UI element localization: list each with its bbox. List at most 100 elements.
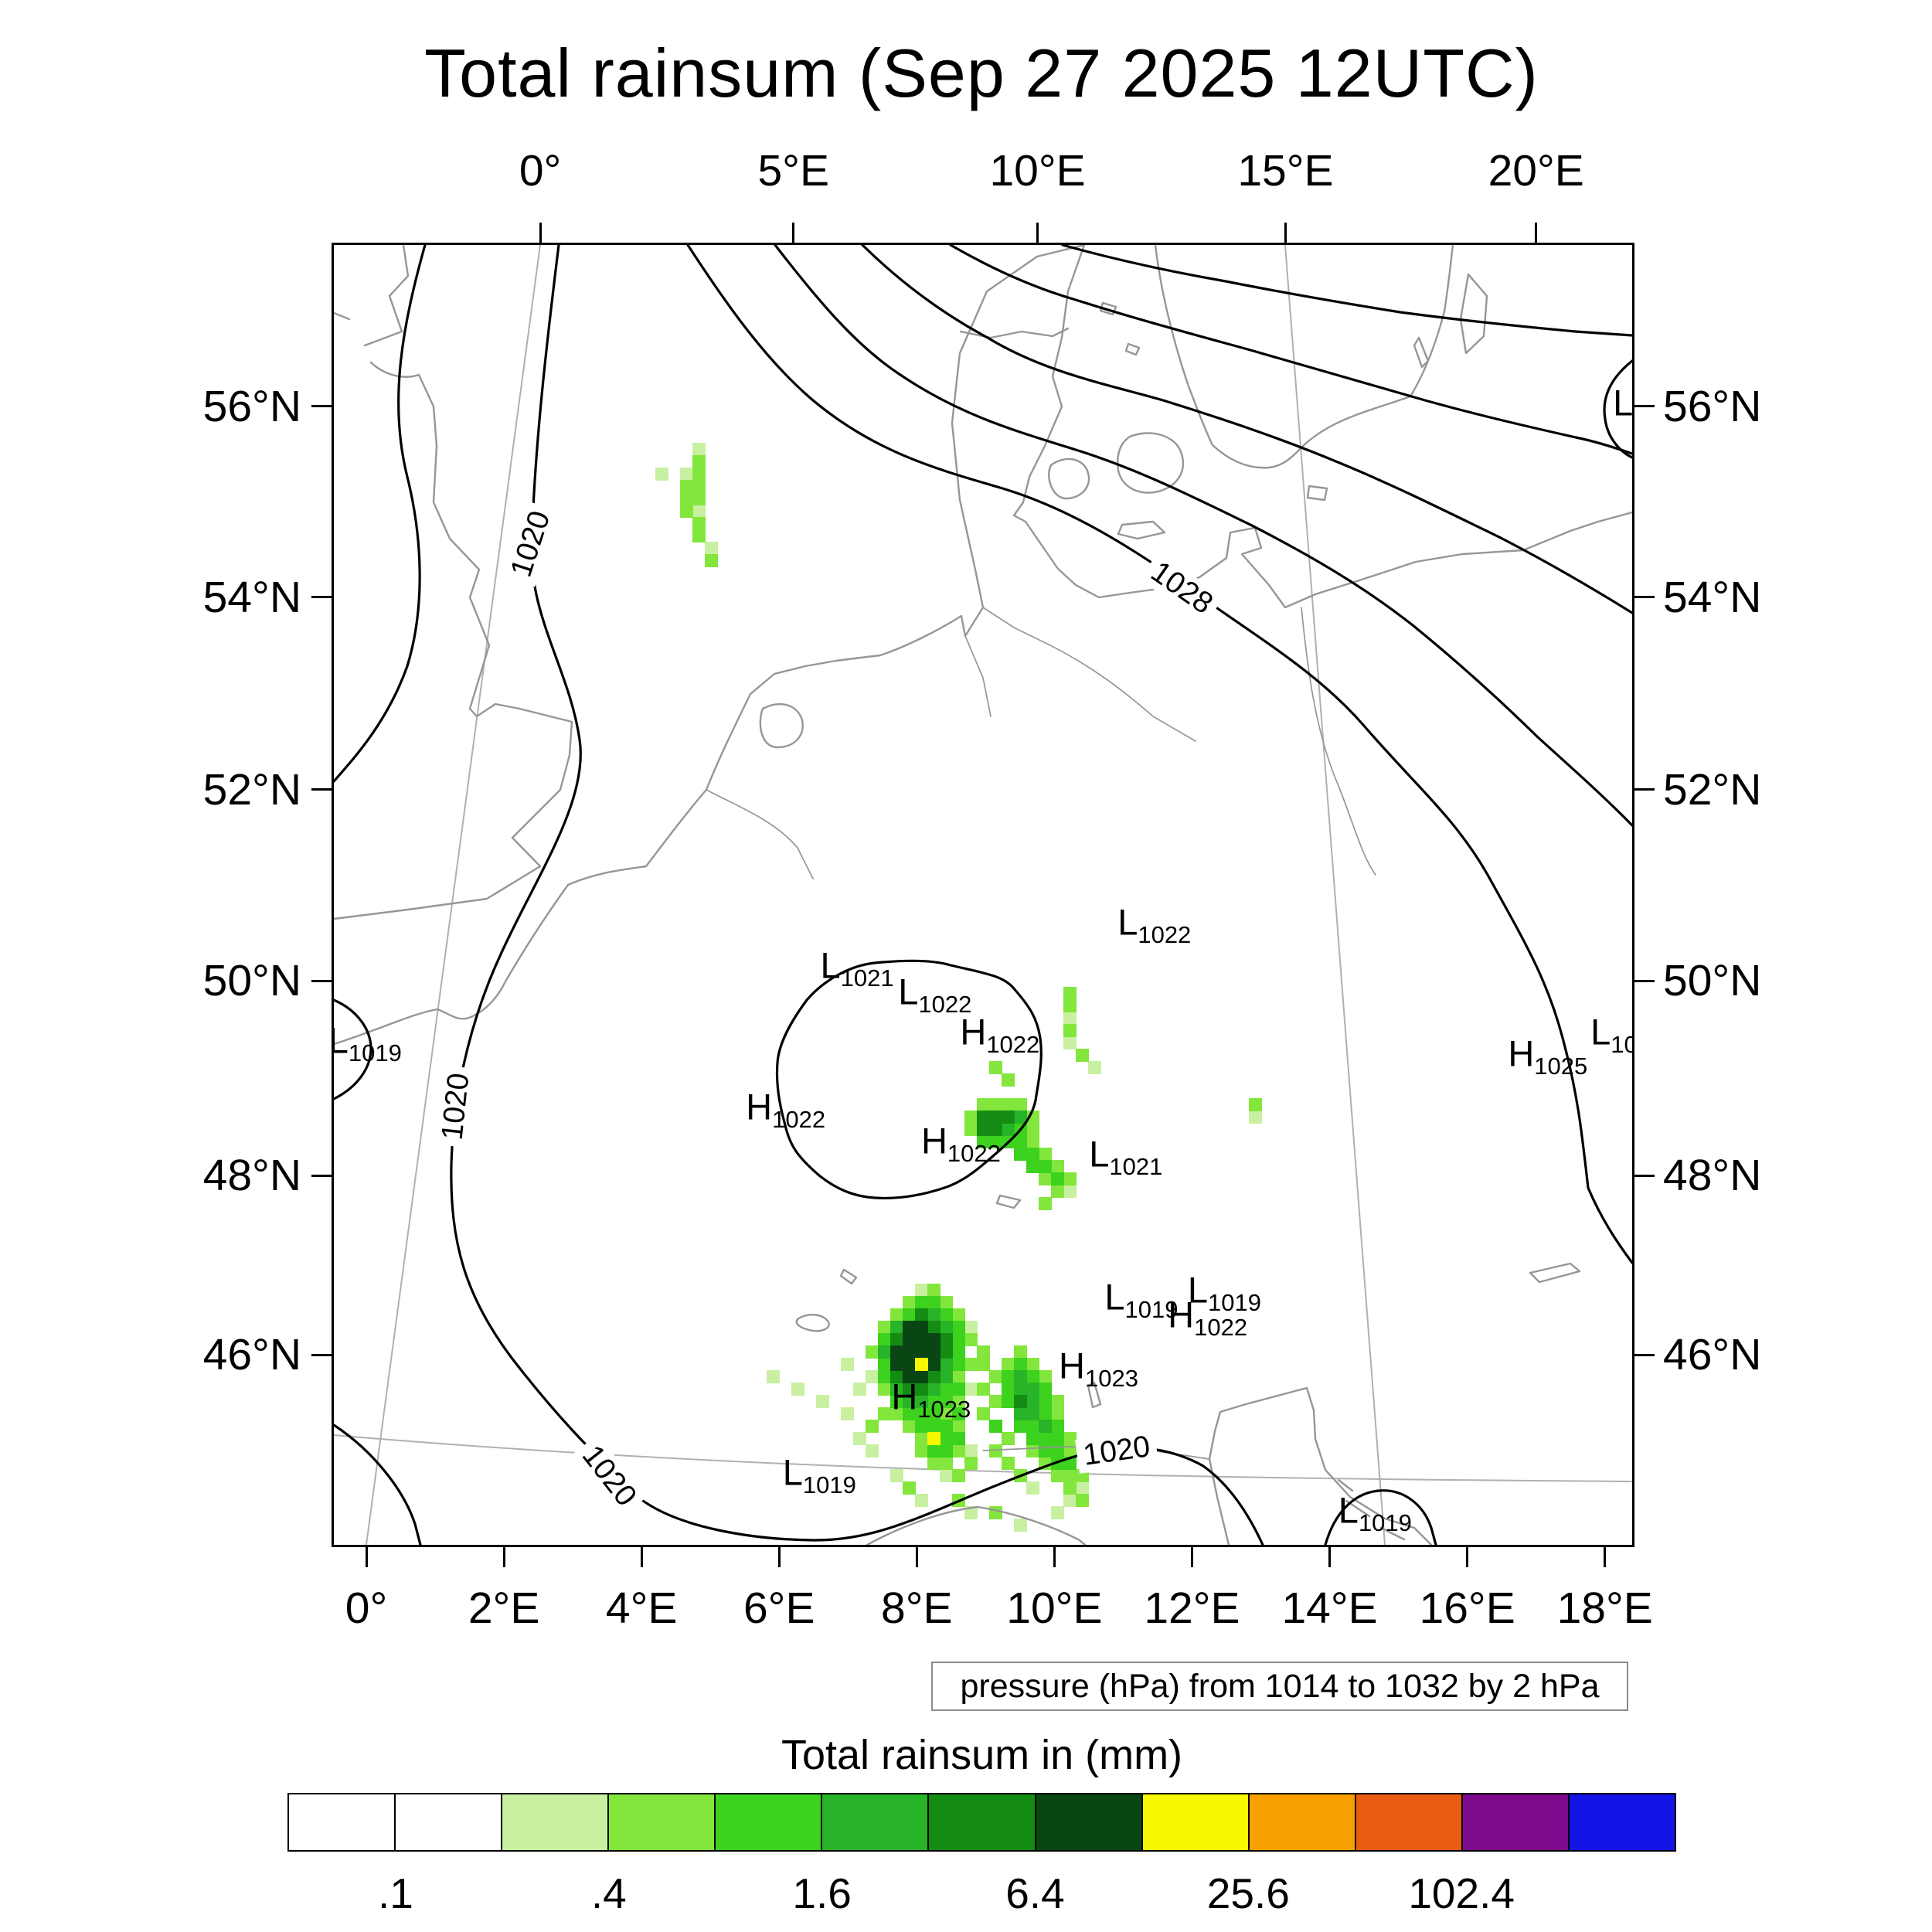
tick-mark-bottom xyxy=(1466,1547,1469,1567)
graticule-gridlines xyxy=(334,245,1632,1545)
coast-britain xyxy=(334,373,573,920)
rain-cell xyxy=(1063,1185,1077,1198)
rain-cell xyxy=(952,1345,965,1359)
rain-cell xyxy=(915,1432,928,1445)
rain-cell xyxy=(1088,1061,1101,1074)
rain-cell xyxy=(890,1395,903,1408)
rain-cell xyxy=(1026,1148,1039,1161)
rain-cell xyxy=(903,1321,916,1334)
river-weser xyxy=(964,635,992,717)
rain-cell xyxy=(927,1383,940,1396)
rain-cell xyxy=(989,1123,1002,1136)
rain-cell xyxy=(1026,1395,1039,1408)
rain-cell xyxy=(1051,1172,1064,1185)
tick-mark-right xyxy=(1634,979,1655,982)
rain-cell xyxy=(1002,1383,1015,1396)
rain-cell xyxy=(977,1358,990,1371)
rain-cell xyxy=(903,1308,916,1321)
rain-cell xyxy=(1026,1123,1039,1136)
rain-cell xyxy=(915,1358,928,1371)
contour-label: 1020 xyxy=(1075,1428,1158,1474)
rain-cell xyxy=(915,1420,928,1433)
rain-cell xyxy=(680,505,693,518)
rain-cell xyxy=(903,1395,916,1408)
lon-tick-label-bottom: 16°E xyxy=(1419,1583,1515,1633)
rain-cell xyxy=(964,1358,978,1371)
tick-mark-right xyxy=(1634,596,1655,599)
tick-mark-top xyxy=(792,223,795,243)
lon-tick-label-bottom: 4°E xyxy=(605,1583,678,1633)
lat-tick-label-right: 50°N xyxy=(1663,956,1762,1005)
rain-cell xyxy=(977,1383,990,1396)
rain-cell xyxy=(940,1395,953,1408)
rain-cell xyxy=(655,468,668,481)
rain-cell xyxy=(952,1444,965,1458)
rain-cell xyxy=(692,505,706,518)
rain-cell xyxy=(952,1383,965,1396)
rain-cell xyxy=(878,1383,891,1396)
lon-tick-label-bottom: 18°E xyxy=(1556,1583,1653,1633)
colorbar-cell xyxy=(1569,1794,1675,1850)
rain-cell xyxy=(878,1333,891,1346)
map-text-overlays: L1019L1021L1022H1022L1022H1022H1022L1021… xyxy=(334,245,1632,1545)
pressure-center-h: H1023 xyxy=(1059,1345,1138,1392)
tick-mark-left xyxy=(311,1174,332,1177)
rain-cell xyxy=(1039,1370,1052,1383)
river-rhine xyxy=(706,789,814,879)
contour-label: 1020 xyxy=(502,501,560,587)
rain-cell xyxy=(915,1407,928,1420)
rain-cell xyxy=(1026,1160,1039,1173)
rain-cell xyxy=(692,480,706,493)
rain-cell xyxy=(952,1308,965,1321)
contour-low-se xyxy=(1324,1489,1437,1545)
lake-constance xyxy=(995,1194,1022,1209)
rain-cell xyxy=(890,1370,903,1383)
rain-cell xyxy=(890,1383,903,1396)
pressure-center-l: L xyxy=(1613,382,1634,423)
rain-cell xyxy=(989,1111,1002,1124)
colorbar-cell xyxy=(822,1794,930,1850)
contour-corner-ne xyxy=(1603,359,1632,459)
tick-mark-bottom xyxy=(1604,1547,1607,1567)
rain-cell xyxy=(1014,1135,1027,1148)
parallel-45n xyxy=(334,1434,1632,1482)
colorbar-cell xyxy=(1249,1794,1356,1850)
contour-label: 1020 xyxy=(571,1434,648,1518)
rain-cell xyxy=(989,1395,1002,1408)
colorbar-tick-label: 25.6 xyxy=(1206,1869,1290,1917)
tick-mark-left xyxy=(311,979,332,982)
rain-cell xyxy=(964,1333,978,1346)
rain-cell xyxy=(915,1370,928,1383)
coast-scotland-firth xyxy=(369,361,420,378)
rain-cell xyxy=(1014,1111,1027,1124)
rain-cell xyxy=(927,1345,940,1359)
pressure-center-h: H1023 xyxy=(891,1376,971,1423)
rain-cell xyxy=(1039,1407,1052,1420)
rain-cell xyxy=(1002,1111,1015,1124)
pressure-note-box: pressure (hPa) from 1014 to 1032 by 2 hP… xyxy=(931,1662,1628,1711)
tick-mark-bottom xyxy=(1328,1547,1332,1567)
rain-cell xyxy=(890,1358,903,1371)
rain-cell xyxy=(1026,1407,1039,1420)
rain-cell xyxy=(903,1345,916,1359)
rain-cell xyxy=(915,1345,928,1359)
lake-ijsselmeer xyxy=(759,702,804,749)
pressure-note-text: pressure (hPa) from 1014 to 1032 by 2 hP… xyxy=(960,1667,1600,1705)
tick-mark-left xyxy=(311,1353,332,1356)
lon-tick-label-bottom: 10°E xyxy=(1006,1583,1103,1633)
rain-cell xyxy=(878,1321,891,1334)
rain-cell xyxy=(915,1444,928,1458)
rain-cell xyxy=(927,1370,940,1383)
tick-mark-top xyxy=(1284,223,1287,243)
lat-tick-label-left: 46°N xyxy=(202,1330,301,1380)
rain-cell xyxy=(1063,1036,1077,1049)
rain-cell xyxy=(853,1383,866,1396)
rain-cell xyxy=(1063,1024,1077,1037)
rain-cell xyxy=(1014,1345,1027,1359)
tick-mark-left xyxy=(311,788,332,791)
rain-cell xyxy=(915,1296,928,1309)
rain-cell xyxy=(989,1135,1002,1148)
pressure-center-l: L1019 xyxy=(782,1451,856,1498)
coast-channel-lowcountries xyxy=(334,245,1086,1046)
rain-cell xyxy=(692,492,706,505)
